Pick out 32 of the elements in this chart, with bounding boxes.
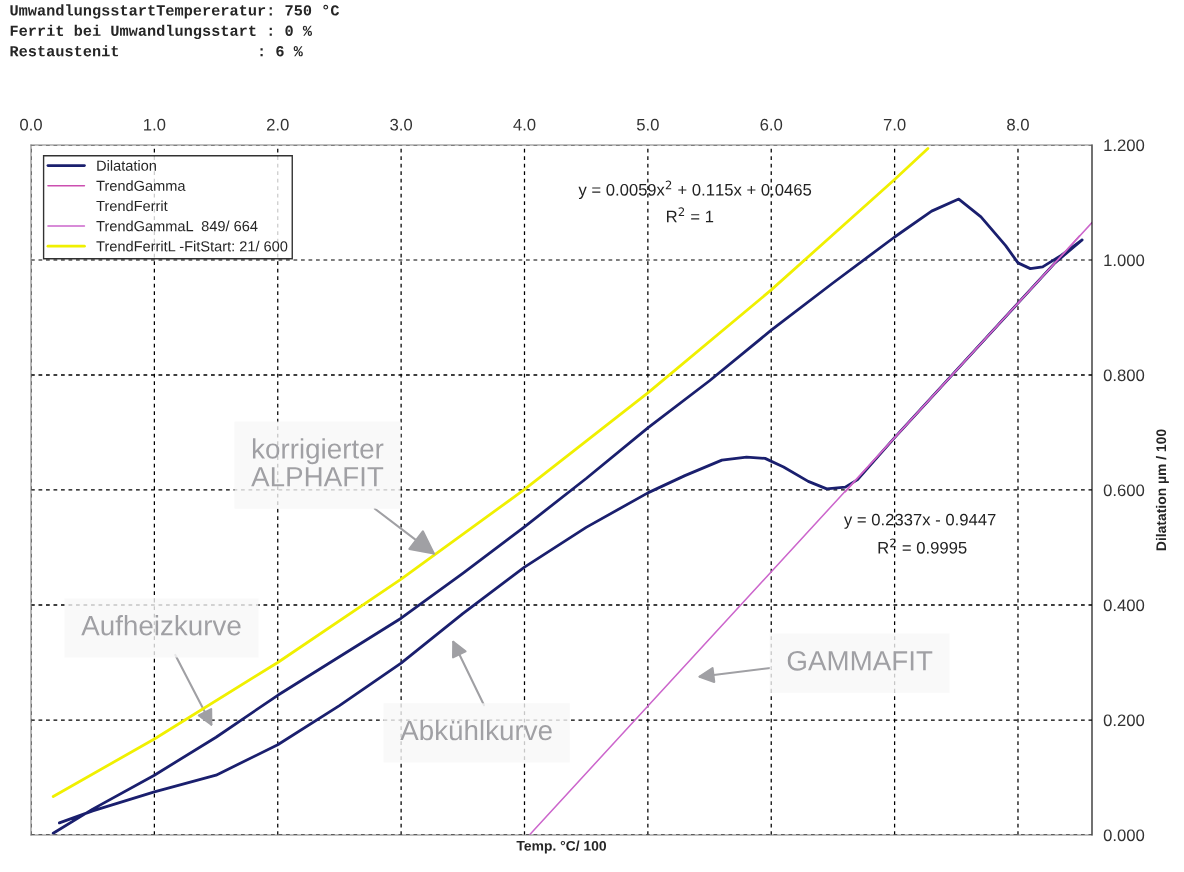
x-tick-label: 4.0 <box>513 118 536 131</box>
legend-label: TrendGammaL 849/ 664 <box>96 220 258 232</box>
chart-title: UmwandlungsstartTempereratur: 750 °C Ferrit bei Umwandlungsstart : 0 % Restaustenit : 6 % <box>10 4 340 57</box>
annotation: GAMMAFIT <box>787 650 933 671</box>
annotation: korrigierter ALPHAFIT <box>251 438 384 487</box>
y-tick-label: 0.800 <box>1103 369 1145 382</box>
annotation: R$^{2}$ = 0.9995 <box>878 538 967 554</box>
x-tick-label: 7.0 <box>883 118 906 131</box>
annotation: Aufheizkurve <box>81 615 241 636</box>
x-tick-label: 0.0 <box>20 118 42 131</box>
y-tick-label: 1.200 <box>1104 139 1145 152</box>
legend-label: TrendGamma <box>96 180 186 191</box>
annotation: R$^{2}$ = 1 <box>667 207 714 223</box>
y-tick-label: 0.400 <box>1103 599 1145 612</box>
x-tick-label: 5.0 <box>636 118 659 131</box>
y-tick-label: 0.600 <box>1103 484 1145 497</box>
y-axis-title: Dilatation µm / 100 <box>1155 429 1169 551</box>
x-axis-title: Temp. °C/ 100 <box>516 840 607 854</box>
y-tick-label: 1.000 <box>1104 254 1145 267</box>
legend-label: TrendFerritL -FitStart: 21/ 600 <box>96 240 288 252</box>
legend-label: Dilatation <box>97 160 156 171</box>
x-tick-label: 6.0 <box>760 118 783 131</box>
x-tick-label: 1.0 <box>144 118 166 131</box>
text: TrendFerrit <box>96 200 168 212</box>
x-tick-label: 8.0 <box>1007 118 1029 131</box>
y-tick-label: 0.200 <box>1103 714 1145 727</box>
y-tick-label: 0.000 <box>1103 829 1145 842</box>
x-tick-label: 3.0 <box>390 118 413 131</box>
annotation: y = 0.0059x$^{2}$ + 0.115x + 0.0465 <box>578 180 812 200</box>
annotation: y = 0.2337x - 0.9447 <box>843 513 996 529</box>
x-tick-label: 2.0 <box>267 118 289 131</box>
annotation: Abkühlkurve <box>400 719 552 741</box>
